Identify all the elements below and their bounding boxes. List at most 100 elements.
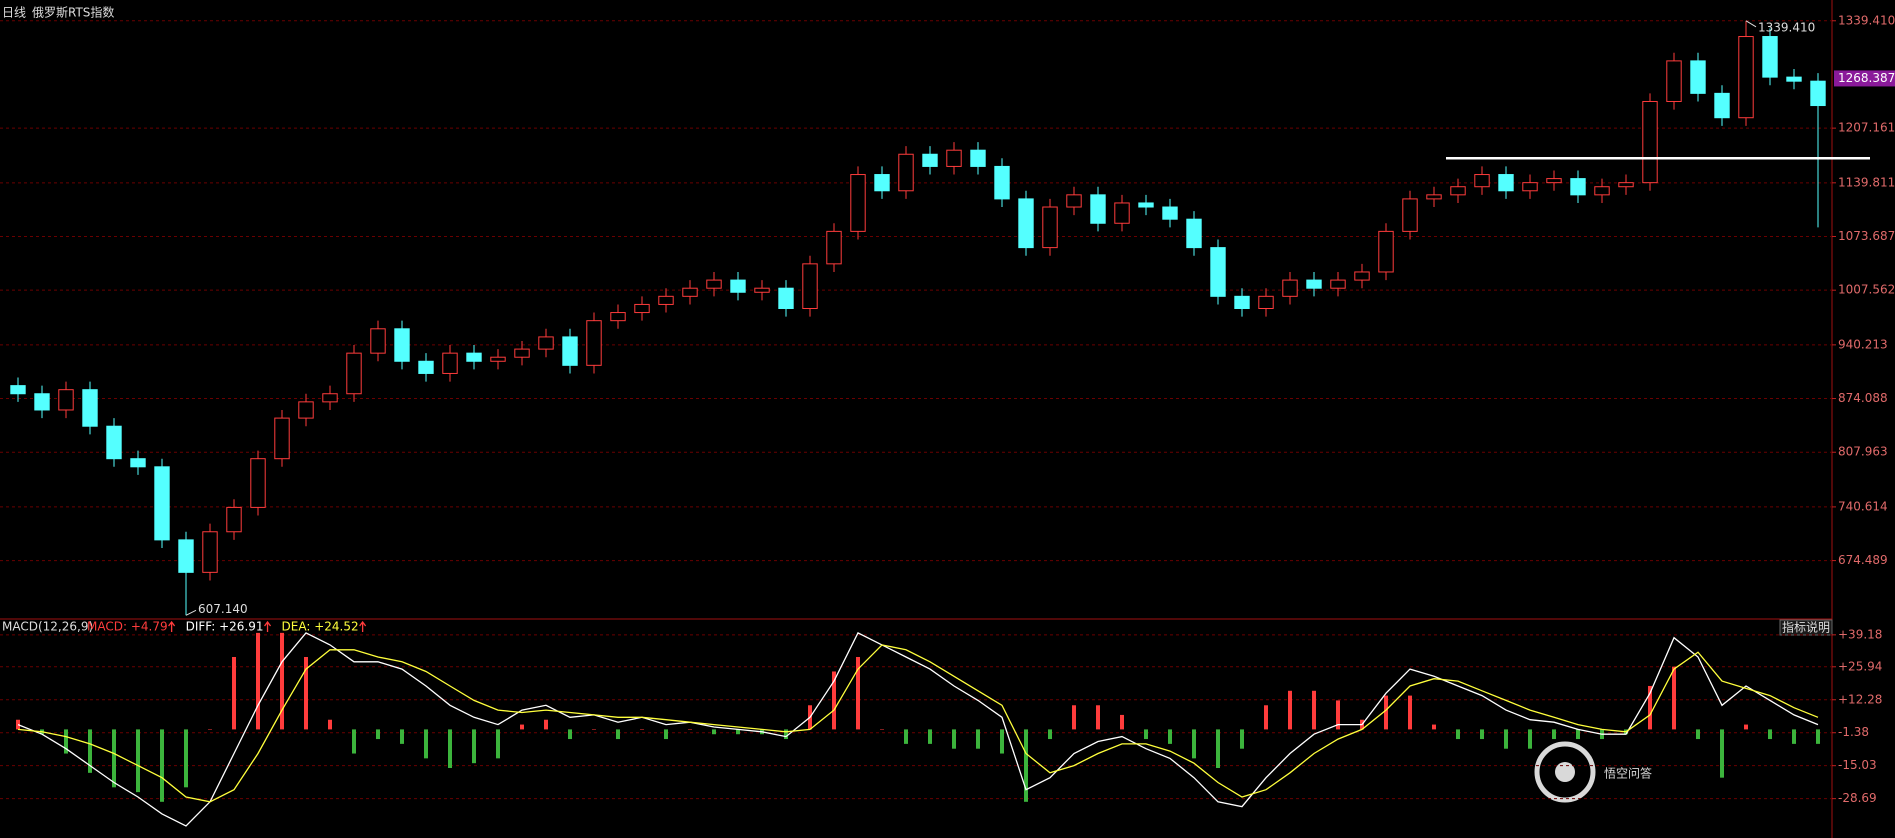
candle-body	[658, 295, 674, 305]
macd-bar	[1072, 705, 1076, 730]
y-tick-label: -1.38	[1838, 725, 1869, 739]
watermark-logo	[1534, 741, 1596, 803]
candle-body	[562, 336, 578, 366]
macd-bar	[1552, 729, 1556, 740]
candle-body	[1234, 295, 1250, 309]
y-tick-label: 1007.562	[1838, 283, 1895, 297]
candle-body	[826, 230, 842, 265]
macd-bar	[1720, 729, 1724, 778]
macd-bar	[64, 729, 68, 754]
candle-body	[202, 531, 218, 573]
min-label: 607.140	[198, 602, 248, 616]
candle-body	[346, 352, 362, 395]
candle-body	[706, 279, 722, 289]
macd-bar	[1336, 700, 1340, 730]
y-tick-label: 740.614	[1838, 499, 1888, 513]
legend-arrow	[264, 620, 272, 632]
macd-bar	[304, 656, 308, 730]
max-pointer	[1745, 20, 1757, 28]
period-label: 日线	[2, 6, 26, 20]
macd-bar	[1480, 729, 1484, 740]
candle-body	[586, 320, 602, 366]
macd-bar	[640, 729, 644, 730]
legend-arrow	[359, 620, 367, 632]
last-price-box	[1834, 70, 1895, 87]
candle-body	[514, 348, 530, 358]
candle-body	[922, 153, 938, 167]
macd-bar	[1288, 690, 1292, 730]
candle-body	[1570, 178, 1586, 196]
min-pointer	[185, 609, 197, 616]
macd-bar	[496, 729, 500, 759]
candle-body	[1042, 206, 1058, 249]
candle-body	[1378, 230, 1394, 273]
macd-bar	[1744, 724, 1748, 730]
macd-bar	[328, 719, 332, 730]
candle-body	[1258, 295, 1274, 309]
y-tick-label: -28.69	[1838, 791, 1877, 805]
plot-layer: 1339.410 1207.161 1139.811 1073.687 1007.562…	[0, 13, 1895, 827]
macd-bar	[520, 724, 524, 730]
candle-body	[322, 393, 338, 403]
macd-bar	[1000, 729, 1004, 754]
candle-body	[106, 425, 122, 460]
macd-line	[17, 632, 1819, 827]
macd-bar	[1384, 695, 1388, 730]
macd-bar	[1192, 729, 1196, 759]
candle-body	[274, 417, 290, 460]
macd-bar	[160, 729, 164, 802]
macd-bar	[1240, 729, 1244, 749]
macd-bar	[832, 671, 836, 730]
macd-bar	[904, 729, 908, 744]
macd-bar	[376, 729, 380, 740]
macd-bar	[1816, 729, 1820, 744]
candle-body	[130, 458, 146, 468]
candle-body	[1090, 194, 1106, 224]
candle-body	[250, 458, 266, 508]
macd-bar	[880, 729, 884, 730]
candle-body	[754, 287, 770, 293]
macd-bar	[712, 729, 716, 735]
macd-bar	[1312, 690, 1316, 730]
macd-bar	[1120, 714, 1124, 730]
y-tick-label: 807.963	[1838, 445, 1888, 459]
candle-body	[34, 393, 50, 411]
macd-bar	[448, 729, 452, 769]
button-label[interactable]: 指标说明	[1782, 620, 1830, 635]
watermark-text: 悟空问答	[1604, 766, 1652, 781]
candle-body	[1594, 186, 1610, 196]
candle-body	[82, 389, 98, 427]
candle-body	[1066, 194, 1082, 208]
candle-body	[58, 389, 74, 411]
candle-body	[1690, 60, 1706, 94]
macd-bar	[856, 656, 860, 730]
macd-bar	[112, 729, 116, 788]
macd-bar	[88, 729, 92, 773]
candle-body	[898, 153, 914, 192]
candle-body	[1426, 194, 1442, 200]
candle-body	[1450, 186, 1466, 196]
legend-arrow	[168, 620, 176, 632]
macd-bar	[616, 729, 620, 740]
macd-bar	[232, 656, 236, 730]
indicator-button[interactable]: 指标说明	[1779, 619, 1833, 636]
candle-body	[1714, 92, 1730, 119]
candle-body	[178, 539, 194, 573]
macd-bar	[16, 719, 20, 730]
macd-bar	[184, 729, 188, 788]
macd-bar	[1768, 729, 1772, 740]
candle-body	[610, 312, 626, 322]
macd-bar	[136, 729, 140, 793]
candle-body	[538, 336, 554, 350]
macd-bar	[1264, 705, 1268, 730]
candle-body	[1330, 279, 1346, 289]
macd-bar	[664, 729, 668, 740]
candle-body	[1786, 76, 1802, 82]
candle-body	[1282, 279, 1298, 297]
macd-bar	[256, 632, 260, 730]
candle-body	[466, 352, 482, 362]
macd-bar	[1648, 685, 1652, 730]
macd-bar	[928, 729, 932, 744]
macd-bar	[592, 729, 596, 730]
